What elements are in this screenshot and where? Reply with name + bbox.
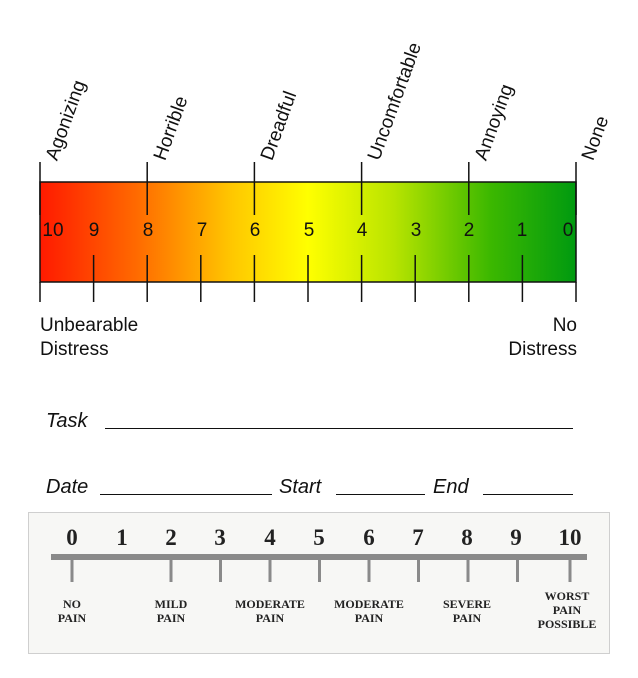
pain-label-line: PAIN <box>452 611 482 625</box>
distress-scale-graphic <box>39 162 577 302</box>
pain-label-line: PAIN <box>552 603 582 617</box>
pain-label-line: SEVERE <box>442 597 492 611</box>
pain-tick <box>516 560 519 582</box>
pain-number-6: 6 <box>363 525 375 550</box>
scale-number-6: 6 <box>249 220 261 241</box>
scale-number-9: 9 <box>88 220 100 241</box>
scale-number-7: 7 <box>196 220 208 241</box>
pain-scale-bar <box>51 554 587 560</box>
start-label: Start <box>279 476 322 498</box>
pain-number-8: 8 <box>461 525 473 550</box>
pain-number-3: 3 <box>214 525 226 550</box>
scale-number-4: 4 <box>356 220 368 241</box>
pain-number-2: 2 <box>165 525 177 550</box>
pain-tick <box>568 560 572 582</box>
pain-number-4: 4 <box>264 525 276 550</box>
no-distress-line2: Distress <box>508 339 577 360</box>
pain-label-line: MILD <box>154 597 188 611</box>
pain-tick <box>169 560 173 582</box>
scale-number-10: 10 <box>42 220 64 241</box>
scale-number-1: 1 <box>516 220 528 241</box>
pain-tick <box>318 560 321 582</box>
task-label: Task <box>46 410 88 432</box>
unbearable-distress-label: Unbearable Distress <box>40 314 138 362</box>
pain-label-line: POSSIBLE <box>537 617 597 631</box>
pain-label-worst-pain-possible: WORST PAIN POSSIBLE <box>522 589 612 631</box>
pain-number-9: 9 <box>510 525 522 550</box>
pain-scale-ticks <box>70 560 572 582</box>
pain-scale-graphic <box>51 554 587 582</box>
pain-label-severe-pain: SEVERE PAIN <box>422 597 512 625</box>
pain-number-1: 1 <box>116 525 128 550</box>
task-field[interactable] <box>105 428 573 429</box>
pain-tick <box>219 560 222 582</box>
end-field[interactable] <box>483 494 573 495</box>
pain-label-line: PAIN <box>255 611 285 625</box>
date-label: Date <box>46 476 89 498</box>
start-field[interactable] <box>336 494 425 495</box>
pain-label-line: PAIN <box>156 611 186 625</box>
upper-ticks <box>39 162 577 215</box>
pain-tick <box>417 560 420 582</box>
pain-number-0: 0 <box>66 525 78 550</box>
pain-label-no-pain: NO PAIN <box>27 597 117 625</box>
pain-rating-scale: 0 1 2 3 4 5 6 7 8 9 10 NO PAIN MILD PAIN… <box>28 512 610 654</box>
no-distress-line1: No <box>552 315 577 336</box>
pain-label-line: PAIN <box>354 611 384 625</box>
unbearable-line2: Distress <box>40 339 109 360</box>
pain-label-moderate-pain-2: MODERATE PAIN <box>324 597 414 625</box>
pain-tick <box>367 560 371 582</box>
pain-label-line: NO <box>63 597 81 611</box>
scale-number-8: 8 <box>142 220 154 241</box>
pain-label-moderate-pain-1: MODERATE PAIN <box>225 597 315 625</box>
lower-ticks <box>39 255 577 302</box>
pain-label-line: PAIN <box>57 611 87 625</box>
pain-label-line: WORST <box>544 589 590 603</box>
pain-number-5: 5 <box>313 525 325 550</box>
scale-number-0: 0 <box>562 220 574 241</box>
pain-number-7: 7 <box>412 525 424 550</box>
scale-number-3: 3 <box>410 220 422 241</box>
pain-tick <box>466 560 470 582</box>
distress-scale: Agonizing Horrible Dreadful Uncomfortabl… <box>39 40 613 362</box>
end-label: End <box>433 476 469 498</box>
pain-label-mild-pain: MILD PAIN <box>126 597 216 625</box>
pain-number-10: 10 <box>558 525 582 550</box>
pain-label-line: MODERATE <box>334 597 404 611</box>
unbearable-line1: Unbearable <box>40 315 139 336</box>
date-field[interactable] <box>100 494 272 495</box>
no-distress-label: No Distress <box>508 314 577 362</box>
scale-number-5: 5 <box>303 220 315 241</box>
pain-tick <box>70 560 74 582</box>
scale-number-2: 2 <box>463 220 475 241</box>
pain-label-line: MODERATE <box>235 597 305 611</box>
pain-tick <box>268 560 272 582</box>
